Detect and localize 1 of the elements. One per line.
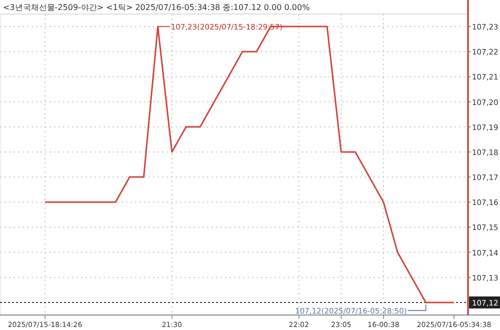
chart-title: <3년국채선물-2509-야간> <1틱> 2025/07/16-05:34:38 종:107.12 0.00 0.00%	[3, 3, 310, 12]
